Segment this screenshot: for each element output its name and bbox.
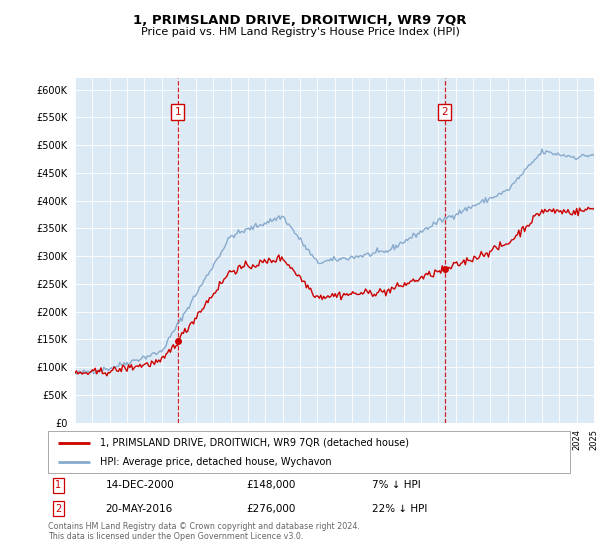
Text: £148,000: £148,000	[247, 480, 296, 490]
Text: 20-MAY-2016: 20-MAY-2016	[106, 504, 173, 514]
Text: 14-DEC-2000: 14-DEC-2000	[106, 480, 174, 490]
Text: 1, PRIMSLAND DRIVE, DROITWICH, WR9 7QR (detached house): 1, PRIMSLAND DRIVE, DROITWICH, WR9 7QR (…	[100, 437, 409, 447]
Text: 2: 2	[442, 107, 448, 116]
Text: 22% ↓ HPI: 22% ↓ HPI	[371, 504, 427, 514]
Text: Price paid vs. HM Land Registry's House Price Index (HPI): Price paid vs. HM Land Registry's House …	[140, 27, 460, 37]
Text: 1: 1	[175, 107, 181, 116]
Text: 1, PRIMSLAND DRIVE, DROITWICH, WR9 7QR: 1, PRIMSLAND DRIVE, DROITWICH, WR9 7QR	[133, 14, 467, 27]
Text: 2: 2	[55, 504, 62, 514]
Text: £276,000: £276,000	[247, 504, 296, 514]
Text: 1: 1	[55, 480, 62, 490]
Text: HPI: Average price, detached house, Wychavon: HPI: Average price, detached house, Wych…	[100, 457, 332, 467]
Text: 7% ↓ HPI: 7% ↓ HPI	[371, 480, 421, 490]
Text: Contains HM Land Registry data © Crown copyright and database right 2024.
This d: Contains HM Land Registry data © Crown c…	[48, 522, 360, 542]
